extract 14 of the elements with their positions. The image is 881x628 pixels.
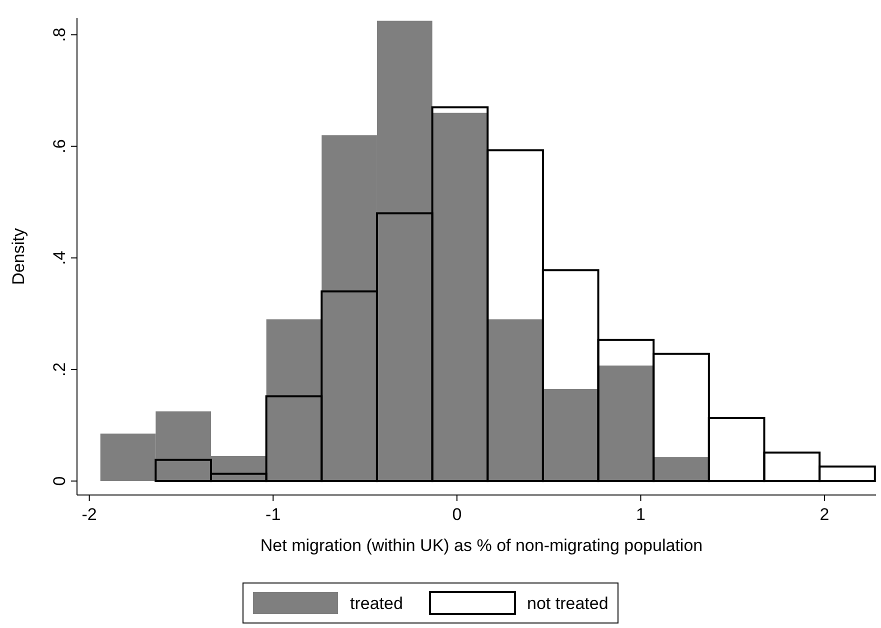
legend-label: not treated [527, 594, 608, 613]
x-tick-label: -2 [82, 505, 97, 524]
x-tick-label: 1 [636, 505, 646, 524]
x-tick-label: -1 [266, 505, 281, 524]
y-tick-label: 0 [50, 476, 69, 486]
y-axis-title: Density [9, 228, 28, 285]
x-tick-label: 2 [820, 505, 830, 524]
y-tick-label: .6 [50, 139, 69, 154]
legend-label: treated [350, 594, 403, 613]
y-tick-label: .2 [50, 362, 69, 377]
y-tick-label: .4 [50, 250, 69, 265]
y-tick-label: .8 [50, 28, 69, 42]
x-tick-label: 0 [452, 505, 462, 524]
x-axis-title: Net migration (within UK) as % of non-migrating population [260, 536, 703, 555]
